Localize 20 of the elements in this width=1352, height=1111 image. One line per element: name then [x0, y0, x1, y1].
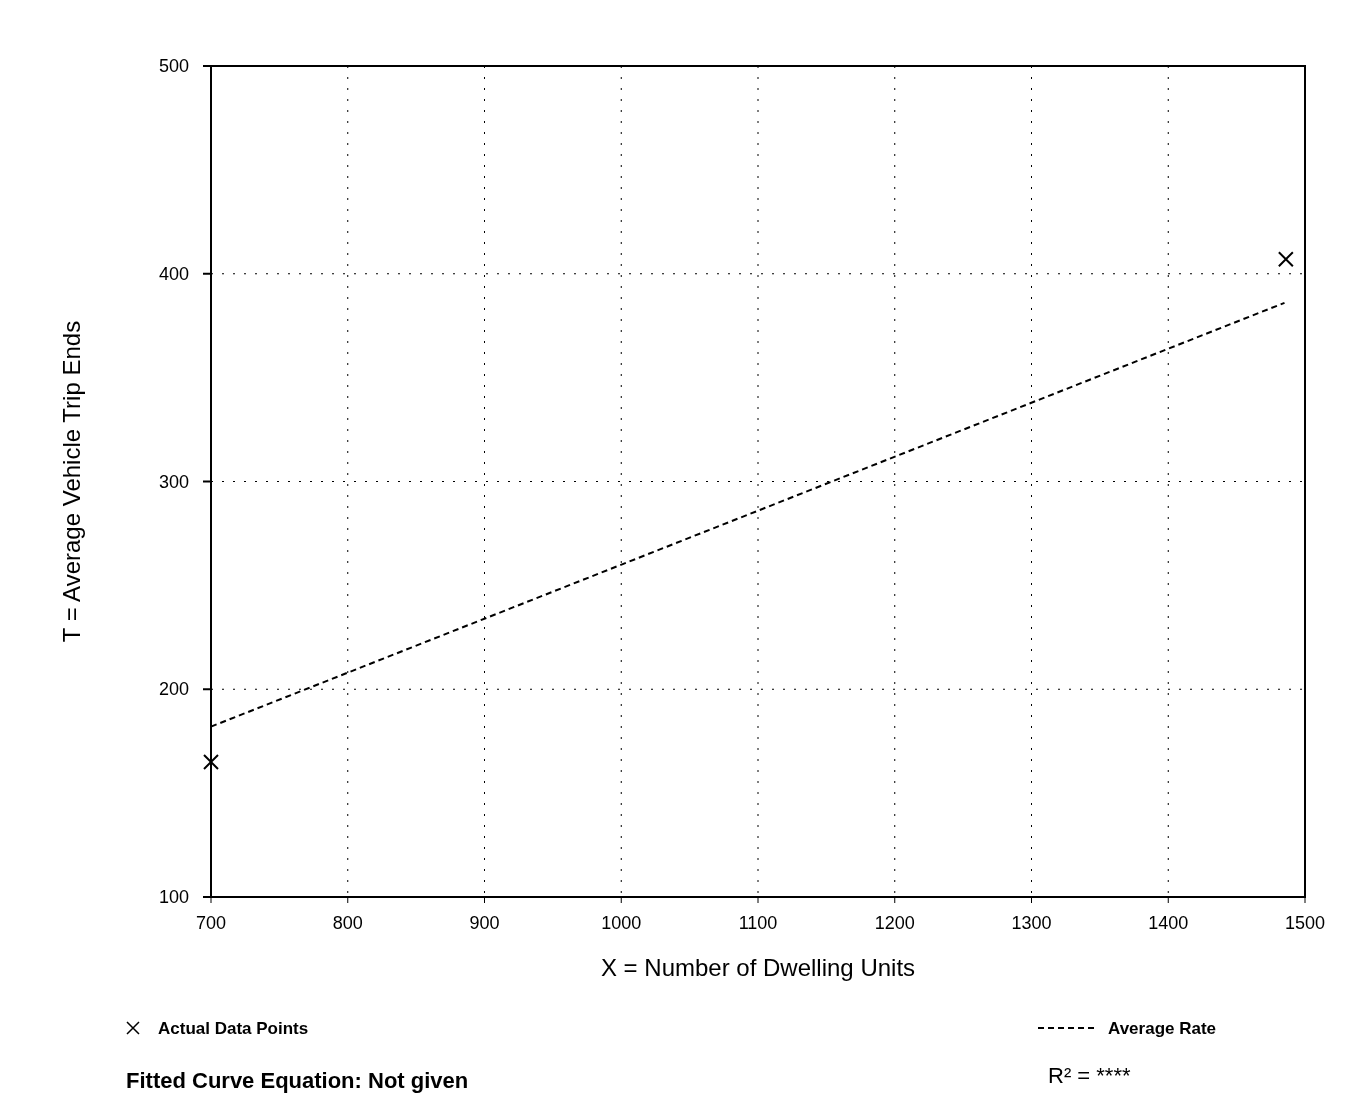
y-tick-label: 400	[158, 263, 189, 284]
x-axis-title: X = Number of Dwelling Units	[600, 954, 916, 981]
legend-label: Average Rate	[1108, 1019, 1217, 1038]
x-tick-label: 700	[195, 913, 227, 933]
x-tick-label: 1100	[738, 913, 778, 933]
text: Fitted Curve Equation: Not given	[126, 1068, 469, 1093]
x-tick-label: 1500	[1284, 913, 1326, 933]
x-tick-label: 1200	[874, 913, 915, 933]
x-tick-label: 1000	[601, 913, 642, 933]
legend-label: Actual Data Points	[158, 1019, 309, 1038]
y-tick-label: 300	[158, 471, 189, 492]
y-tick-label: 500	[158, 56, 189, 76]
text: R² = ****	[1048, 1063, 1131, 1088]
x-tick-label: 800	[332, 913, 363, 933]
y-tick-label: 200	[158, 679, 189, 700]
x-tick-label: 900	[469, 913, 500, 933]
x-tick-label: 1400	[1148, 913, 1189, 933]
y-tick-label: 100	[158, 887, 189, 907]
y-axis-title: T = Average Vehicle Trip Ends	[58, 320, 85, 643]
x-tick-label: 1300	[1011, 913, 1052, 933]
